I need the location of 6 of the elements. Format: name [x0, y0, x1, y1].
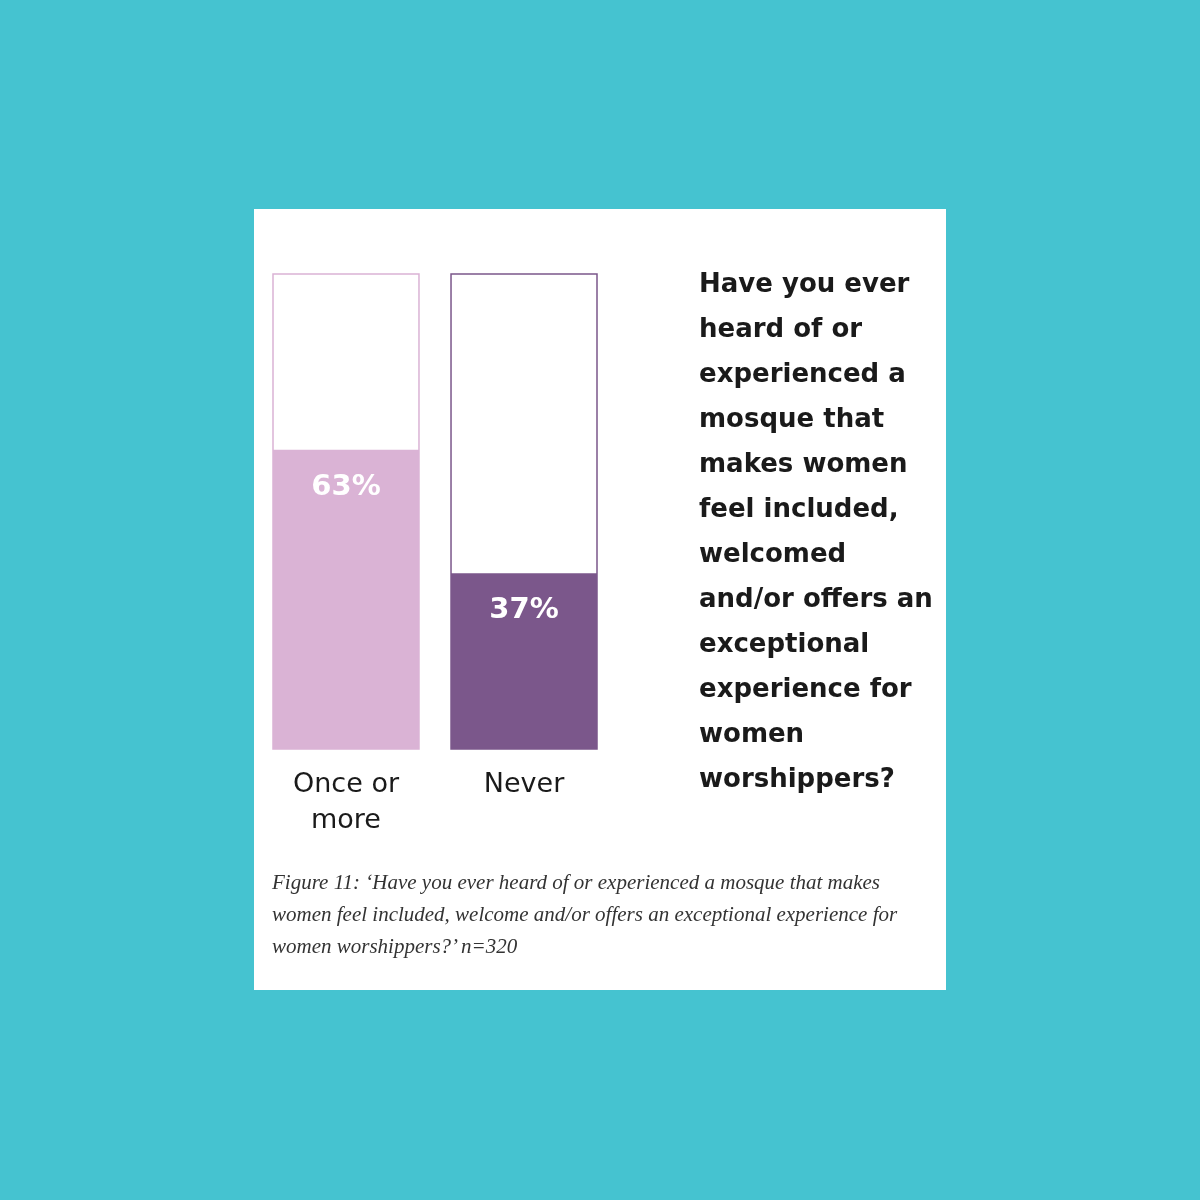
caption: Figure 11: ‘Have you ever heard of or experienced a mosque that makes women feel included, welcome and/or offers an exceptional experience for women worshippers?’ n=320: [272, 869, 899, 960]
x-tick-label: Once or more: [292, 767, 400, 834]
x-tick-label: Never: [483, 767, 566, 798]
chart-title: Have you ever heard of or experienced a mosque that makes women feel included, welcomed and/or offers an exceptional experience for women worshippers?: [699, 268, 933, 793]
data-label: 37%: [489, 591, 559, 626]
data-label: 63%: [311, 467, 381, 502]
